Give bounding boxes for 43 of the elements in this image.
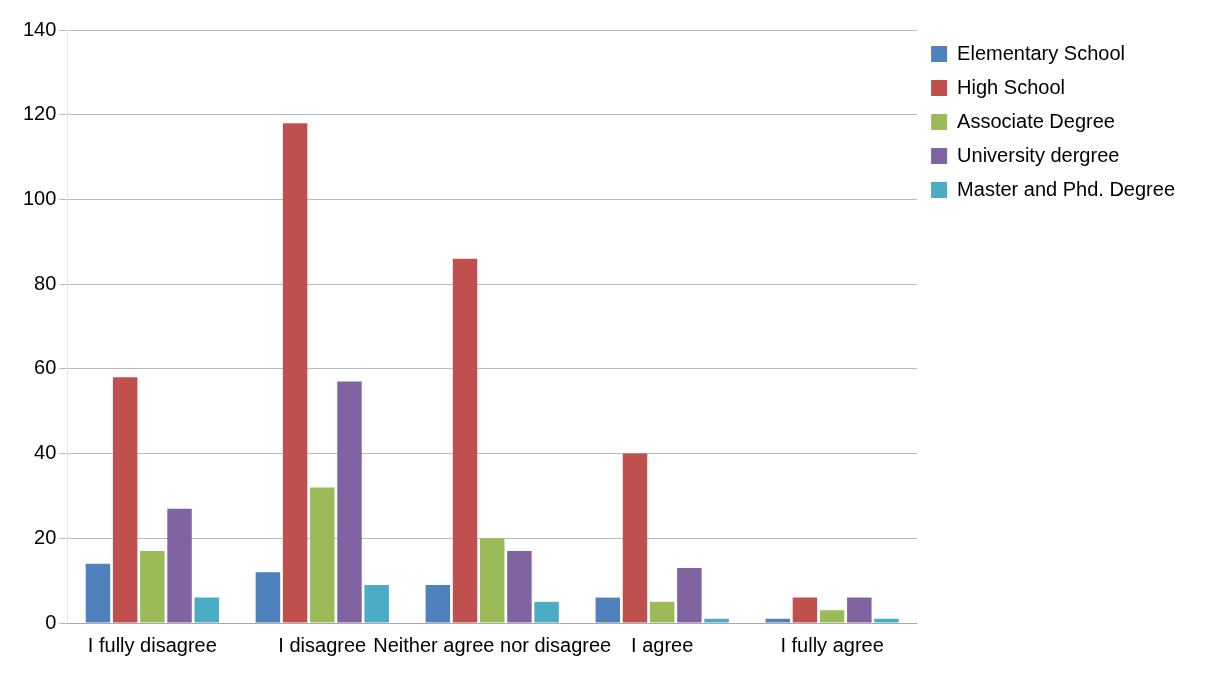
y-tick-label: 0 [45, 610, 57, 633]
bar [425, 584, 451, 623]
bar [310, 487, 335, 623]
bar [649, 601, 675, 623]
bar [534, 601, 559, 623]
legend-label: High School [957, 75, 1065, 98]
bar [480, 538, 505, 623]
y-tick-label: 100 [22, 186, 57, 209]
y-tick-label: 140 [22, 17, 57, 40]
x-tick-label: I fully agree [780, 633, 884, 656]
bar [704, 618, 729, 623]
bar [282, 123, 308, 623]
y-tick-label: 20 [34, 525, 57, 548]
y-tick-label: 60 [34, 356, 57, 379]
bar [364, 584, 389, 623]
bar [452, 258, 478, 623]
x-tick-label: I fully disagree [87, 633, 217, 656]
y-tick-label: 40 [34, 441, 57, 464]
x-tick-label: I agree [631, 633, 694, 656]
bar [337, 381, 362, 623]
x-tick-label: Neither agree nor disagree [373, 633, 612, 656]
bar [819, 610, 845, 623]
bar [140, 550, 165, 623]
bar [255, 572, 281, 623]
y-tick-label: 80 [34, 271, 57, 294]
legend-label: Elementary School [957, 41, 1125, 64]
legend-label: Associate Degree [957, 109, 1115, 132]
bar [507, 550, 532, 623]
bar [874, 618, 899, 623]
legend-label: University dergree [957, 143, 1120, 166]
legend-label: Master and Phd. Degree [957, 177, 1176, 200]
bar [112, 377, 138, 623]
bar [792, 597, 818, 623]
bar [167, 508, 192, 623]
bar [595, 597, 621, 623]
bar [194, 597, 219, 623]
bar [677, 567, 702, 623]
y-tick-label: 120 [22, 102, 57, 125]
bar [85, 563, 111, 623]
bar [622, 453, 648, 623]
bar [765, 618, 790, 623]
bar [847, 597, 872, 623]
x-tick-label: I disagree [278, 633, 367, 656]
